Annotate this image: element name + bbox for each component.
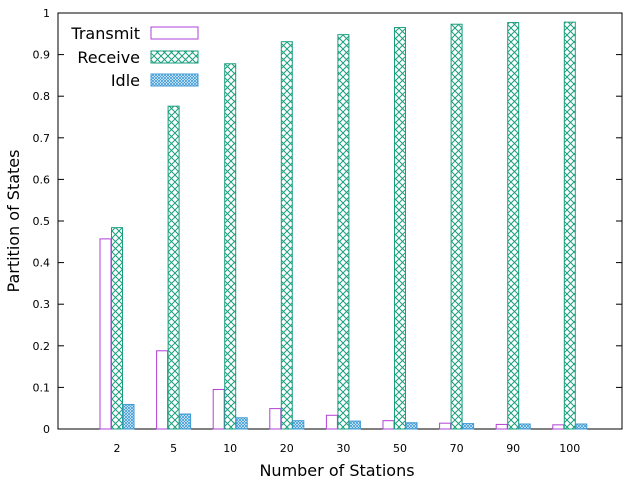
y-axis: 0 0.1 0.2 0.3 0.4 0.5 0.6 0.7 0.8 0.9 1 [33,7,622,436]
bar-transmit [212,388,225,430]
y-tick-label: 0.9 [33,49,51,62]
x-tick-label: 90 [506,442,520,455]
bar-receive [563,21,576,430]
bar-transmit [269,408,282,430]
bar-idle [122,403,135,430]
legend: Transmit Receive Idle [70,24,199,90]
bar-transmit [495,423,508,430]
legend-swatch-receive [150,50,199,64]
bar-idle [348,420,361,430]
bar-receive [507,22,520,430]
x-tick-label: 20 [280,442,294,455]
y-tick-label: 1 [43,7,50,20]
x-tick-label: 50 [393,442,407,455]
legend-swatch-transmit [150,26,199,40]
x-tick-label: 100 [559,442,580,455]
bar-receive [167,105,180,430]
y-tick-label: 0.5 [33,215,51,228]
y-tick-label: 0.8 [33,90,51,103]
bar-transmit [156,350,169,430]
x-axis-title: Number of Stations [259,461,414,480]
bar-idle [292,420,305,430]
bar-idle [518,423,531,430]
bars [99,21,588,430]
legend-swatch-idle [150,73,199,87]
legend-label-transmit: Transmit [70,24,140,43]
y-tick-label: 0.6 [33,173,51,186]
x-axis: 2 5 10 20 30 50 70 90 100 [114,442,581,455]
y-tick-label: 0.3 [33,298,51,311]
y-tick-label: 0.7 [33,132,51,145]
y-tick-label: 0.2 [33,340,51,353]
bar-idle [462,423,475,430]
bar-idle [235,417,248,430]
y-tick-label: 0.4 [33,257,51,270]
bar-transmit [99,238,112,430]
bar-receive [450,23,463,430]
y-tick-label: 0.1 [33,381,51,394]
x-tick-label: 10 [223,442,237,455]
bar-receive [224,63,237,430]
x-tick-label: 30 [336,442,350,455]
bar-idle [405,422,418,430]
bar-idle [575,423,588,430]
x-tick-label: 2 [114,442,121,455]
legend-label-receive: Receive [77,48,140,67]
bar-receive [111,227,123,430]
x-tick-label: 5 [170,442,177,455]
x-tick-label: 70 [450,442,464,455]
bar-transmit [382,420,395,430]
bar-idle [179,413,192,430]
bar-receive [280,41,293,430]
bar-transmit [325,414,338,430]
bar-transmit [439,422,452,430]
y-tick-label: 0 [43,423,50,436]
bar-transmit [552,424,565,430]
legend-label-idle: Idle [111,71,140,90]
bar-receive [337,34,350,430]
bar-receive [394,27,406,430]
y-axis-title: Partition of States [4,150,23,293]
